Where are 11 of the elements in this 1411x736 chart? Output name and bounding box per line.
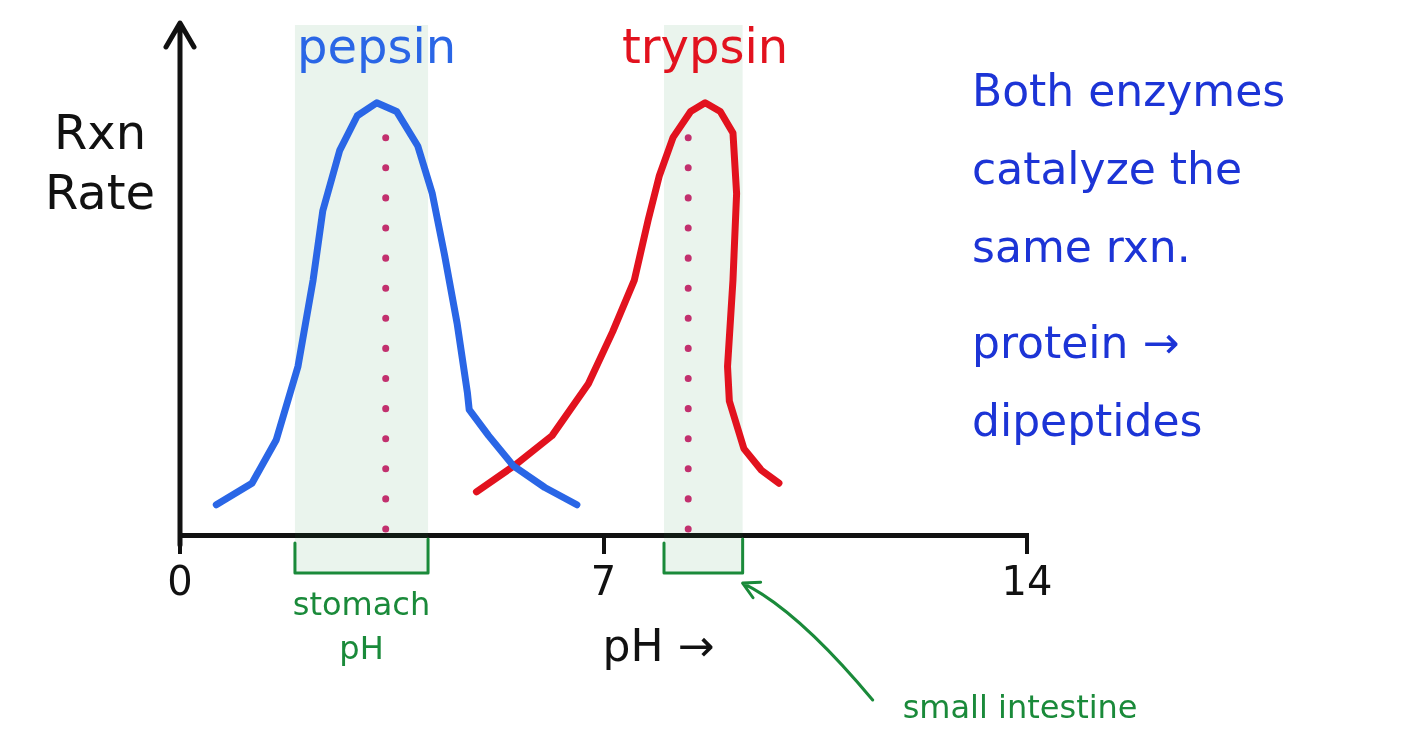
series-label: trypsin [622,18,789,75]
x-tick-label: 14 [1001,558,1053,605]
x-tick-label: 7 [590,558,617,605]
x-tick-label: 0 [167,558,193,605]
band-label: stomach pH [292,585,431,668]
annotation: Both enzymes catalyze the same rxn. [972,65,1286,273]
annotation: protein → dipeptides [972,317,1203,447]
series-label: pepsin [297,18,457,75]
x-axis-title: pH → [602,620,715,672]
y-axis-title: Rxn Rate [44,104,156,221]
band-label: small intestine [902,688,1138,727]
